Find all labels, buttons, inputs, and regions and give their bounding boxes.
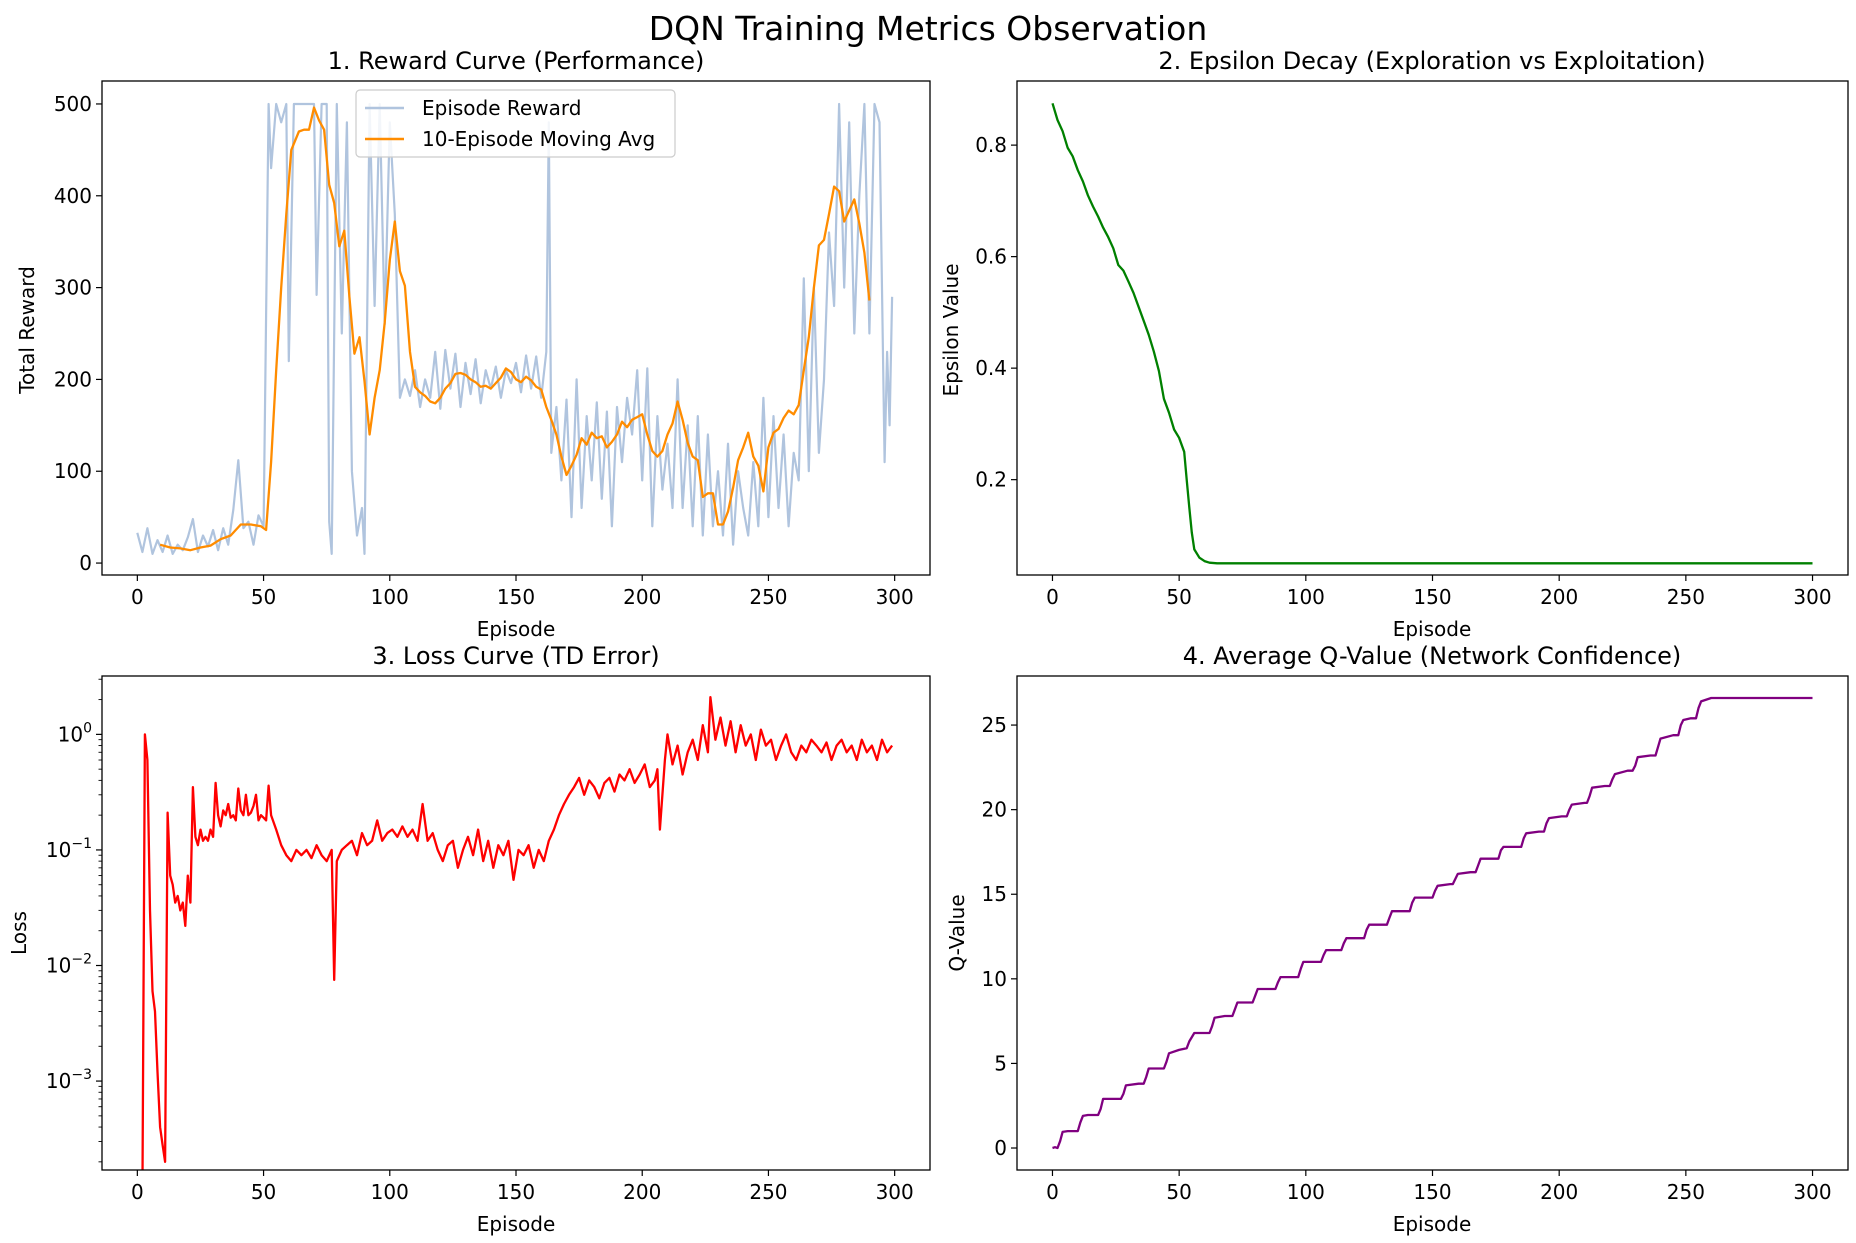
loss-y-tick-label: 100 — [58, 720, 92, 746]
q-value-y-tick-label: 20 — [982, 798, 1007, 822]
reward-x-tick-label: 100 — [371, 585, 409, 609]
reward-x-tick-label: 50 — [251, 585, 276, 609]
loss-y-tick-label: 10−3 — [46, 1067, 92, 1093]
epsilon-y-tick-label: 0.6 — [975, 245, 1007, 269]
reward-panel-title: 1. Reward Curve (Performance) — [328, 47, 705, 75]
reward-x-tick-label: 150 — [497, 585, 535, 609]
reward-x-tick-label: 250 — [749, 585, 787, 609]
reward-y-axis-label: Total Reward — [15, 266, 39, 395]
q-value-x-tick-label: 250 — [1667, 1180, 1705, 1204]
epsilon-x-tick-label: 200 — [1540, 585, 1578, 609]
reward-y-tick-label: 200 — [54, 367, 92, 391]
loss-x-tick-label: 100 — [371, 1180, 409, 1204]
epsilon-x-tick-label: 150 — [1413, 585, 1451, 609]
loss-x-axis-label: Episode — [477, 1212, 556, 1236]
reward-series-line-1 — [136, 102, 894, 555]
reward-y-tick-label: 300 — [54, 276, 92, 300]
loss-series-line-1 — [141, 695, 894, 1170]
reward-x-tick-label: 200 — [623, 585, 661, 609]
loss-x-tick-label: 300 — [876, 1180, 914, 1204]
epsilon-series-line-1 — [1051, 102, 1813, 565]
epsilon-y-axis-label: Epsilon Value — [939, 263, 963, 396]
reward-x-tick-label: 300 — [876, 585, 914, 609]
epsilon-axes-frame — [1016, 80, 1849, 576]
q-value-x-tick-label: 200 — [1540, 1180, 1578, 1204]
q-value-x-tick-label: 0 — [1046, 1180, 1059, 1204]
q-value-y-tick-label: 15 — [982, 882, 1007, 906]
epsilon-y-tick-label: 0.8 — [975, 133, 1007, 157]
epsilon-x-tick-label: 50 — [1166, 585, 1191, 609]
loss-x-tick-label: 250 — [749, 1180, 787, 1204]
epsilon-decay-panel: 2. Epsilon Decay (Exploration vs Exploit… — [939, 47, 1849, 641]
reward-y-tick-label: 100 — [54, 459, 92, 483]
loss-x-tick-label: 0 — [131, 1180, 144, 1204]
reward-legend-label-1: Episode Reward — [422, 96, 581, 120]
reward-y-tick-label: 0 — [79, 551, 92, 575]
epsilon-x-tick-label: 0 — [1046, 585, 1059, 609]
loss-y-tick-label: 10−2 — [46, 952, 92, 978]
q-value-x-axis-label: Episode — [1393, 1212, 1472, 1236]
loss-curve-panel: 3. Loss Curve (TD Error) Episode Loss 0 5… — [7, 642, 931, 1236]
loss-x-tick-label: 200 — [623, 1180, 661, 1204]
q-value-panel: 4. Average Q-Value (Network Confidence) … — [945, 642, 1849, 1236]
q-value-y-tick-label: 10 — [982, 967, 1007, 991]
q-value-y-tick-label: 25 — [982, 713, 1007, 737]
reward-x-axis-label: Episode — [477, 617, 556, 641]
q-value-x-tick-label: 300 — [1793, 1180, 1831, 1204]
reward-curve-panel: 1. Reward Curve (Performance) Episode To… — [15, 47, 931, 641]
q-value-x-tick-label: 150 — [1413, 1180, 1451, 1204]
q-value-x-tick-label: 100 — [1287, 1180, 1325, 1204]
reward-legend-label-2: 10-Episode Moving Avg — [422, 127, 655, 151]
reward-legend — [355, 89, 676, 158]
q-value-x-tick-label: 50 — [1166, 1180, 1191, 1204]
figure-title: DQN Training Metrics Observation — [649, 9, 1208, 48]
epsilon-x-tick-label: 300 — [1793, 585, 1831, 609]
epsilon-x-tick-label: 250 — [1667, 585, 1705, 609]
q-value-axes-frame — [1016, 675, 1849, 1171]
loss-y-axis-label: Loss — [7, 911, 31, 955]
epsilon-x-tick-label: 100 — [1287, 585, 1325, 609]
q-value-y-tick-label: 5 — [994, 1051, 1007, 1075]
loss-x-tick-label: 50 — [251, 1180, 276, 1204]
q-value-panel-title: 4. Average Q-Value (Network Confidence) — [1183, 642, 1682, 670]
reward-series-line-2 — [159, 106, 871, 552]
epsilon-panel-title: 2. Epsilon Decay (Exploration vs Exploit… — [1158, 47, 1705, 75]
epsilon-x-axis-label: Episode — [1393, 617, 1472, 641]
reward-y-tick-label: 400 — [54, 184, 92, 208]
loss-x-tick-label: 150 — [497, 1180, 535, 1204]
q-value-series-line-1 — [1052, 696, 1813, 1150]
reward-y-tick-label: 500 — [54, 92, 92, 116]
q-value-y-axis-label: Q-Value — [945, 894, 969, 971]
epsilon-y-tick-label: 0.4 — [975, 356, 1007, 380]
epsilon-y-tick-label: 0.2 — [975, 468, 1007, 492]
q-value-y-tick-label: 0 — [994, 1136, 1007, 1160]
loss-y-tick-label: 10−1 — [46, 836, 92, 862]
loss-panel-title: 3. Loss Curve (TD Error) — [372, 642, 659, 670]
reward-x-tick-label: 0 — [131, 585, 144, 609]
